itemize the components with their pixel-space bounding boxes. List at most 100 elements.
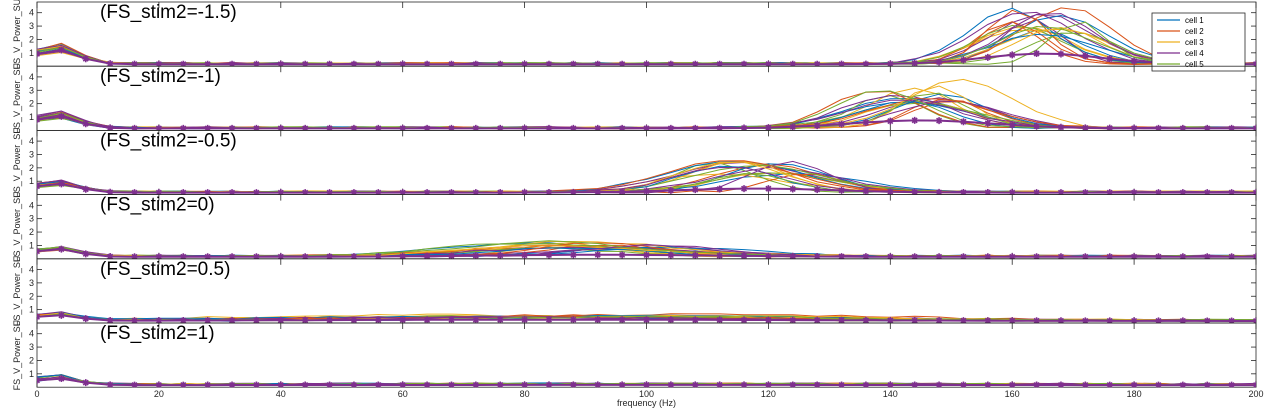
mean-marker — [911, 59, 919, 67]
y-tick-label: 3 — [29, 278, 34, 288]
mean-marker — [496, 251, 504, 259]
panel-2: 1 2 3 4 FS_V_Power_SU (FS_stim2=-0.5) — [12, 127, 1257, 198]
mean-marker — [1081, 52, 1089, 60]
mean-marker — [155, 60, 163, 67]
mean-marker — [569, 124, 577, 131]
mean-marker — [1008, 51, 1016, 59]
mean-marker — [594, 124, 602, 131]
mean-marker — [1106, 55, 1114, 63]
x-tick-label: 160 — [1005, 389, 1020, 399]
mean-marker — [1154, 124, 1162, 131]
y-tick-label: 2 — [29, 34, 34, 44]
mean-marker — [399, 381, 407, 388]
mean-marker — [594, 60, 602, 67]
mean-marker — [350, 60, 358, 67]
mean-marker — [277, 60, 285, 67]
x-tick-label: 60 — [398, 389, 408, 399]
mean-marker — [862, 118, 870, 126]
mean-marker — [277, 381, 285, 388]
panel-4: 1 2 3 4 FS_V_Power_SU (FS_stim2=0.5) — [12, 256, 1257, 326]
mean-marker — [1106, 381, 1114, 388]
mean-marker — [1130, 381, 1138, 388]
mean-marker — [106, 316, 114, 323]
panel-5: 1 2 3 4 FS_V_Power_SU (FS_stim2=1) — [12, 320, 1257, 391]
mean-marker — [789, 252, 797, 259]
mean-marker — [1033, 381, 1041, 388]
mean-marker — [569, 381, 577, 388]
mean-marker — [228, 60, 236, 67]
mean-marker — [1057, 381, 1065, 388]
mean-marker — [545, 124, 553, 131]
panel-lines — [37, 7, 1256, 67]
mean-marker — [691, 316, 699, 323]
y-tick-label: 1 — [29, 369, 34, 379]
mean-marker — [423, 60, 431, 67]
mean-marker — [618, 381, 626, 388]
mean-marker — [521, 316, 529, 323]
x-tick-label: 40 — [276, 389, 286, 399]
mean-marker — [1130, 189, 1138, 195]
mean-marker — [472, 124, 480, 131]
mean-marker — [1228, 189, 1236, 195]
mean-marker — [496, 189, 504, 195]
mean-marker — [1179, 124, 1187, 131]
mean-marker — [911, 116, 919, 124]
mean-marker — [789, 123, 797, 131]
mean-marker — [131, 124, 139, 131]
mean-marker — [447, 316, 455, 323]
mean-marker — [326, 253, 334, 259]
mean-marker — [740, 124, 748, 131]
mean-marker — [423, 381, 431, 388]
y-axis-label: FS_V_Power_SU — [12, 320, 22, 391]
mean-marker — [862, 381, 870, 388]
mean-marker — [789, 316, 797, 323]
mean-marker — [618, 251, 626, 259]
mean-marker — [521, 60, 529, 67]
mean-marker — [1106, 253, 1114, 259]
mean-marker — [1081, 317, 1089, 323]
mean-marker — [399, 316, 407, 323]
mean-marker — [935, 381, 943, 388]
mean-marker — [326, 381, 334, 388]
mean-marker — [716, 124, 724, 131]
x-tick-label: 180 — [1127, 389, 1142, 399]
y-tick-label: 2 — [29, 99, 34, 109]
y-tick-label: 4 — [29, 8, 34, 18]
x-tick-label: 20 — [154, 389, 164, 399]
mean-marker — [886, 381, 894, 388]
mean-marker — [764, 381, 772, 388]
mean-marker — [472, 252, 480, 259]
mean-marker — [301, 60, 309, 67]
mean-marker — [131, 253, 139, 259]
mean-marker — [57, 46, 65, 54]
mean-marker — [691, 381, 699, 388]
mean-marker — [228, 124, 236, 131]
mean-marker — [618, 124, 626, 131]
mean-marker — [764, 124, 772, 131]
mean-marker — [106, 124, 114, 131]
mean-marker — [1203, 381, 1211, 388]
x-tick-label: 80 — [520, 389, 530, 399]
mean-marker — [984, 381, 992, 388]
mean-marker — [838, 60, 846, 67]
mean-marker — [1228, 317, 1236, 323]
mean-marker — [813, 122, 821, 130]
mean-marker — [594, 251, 602, 259]
mean-marker — [496, 316, 504, 323]
mean-marker — [911, 253, 919, 259]
mean-marker — [691, 60, 699, 67]
mean-marker — [228, 189, 236, 195]
mean-marker — [1228, 253, 1236, 259]
y-axis-label: FS_V_Power_SU — [12, 63, 22, 134]
mean-marker — [618, 60, 626, 67]
mean-marker — [716, 185, 724, 193]
mean-marker — [667, 186, 675, 194]
mean-marker — [228, 381, 236, 388]
y-tick-label: 1 — [29, 48, 34, 58]
mean-marker — [862, 60, 870, 67]
mean-marker — [179, 317, 187, 323]
mean-marker — [838, 381, 846, 388]
mean-marker — [106, 252, 114, 259]
